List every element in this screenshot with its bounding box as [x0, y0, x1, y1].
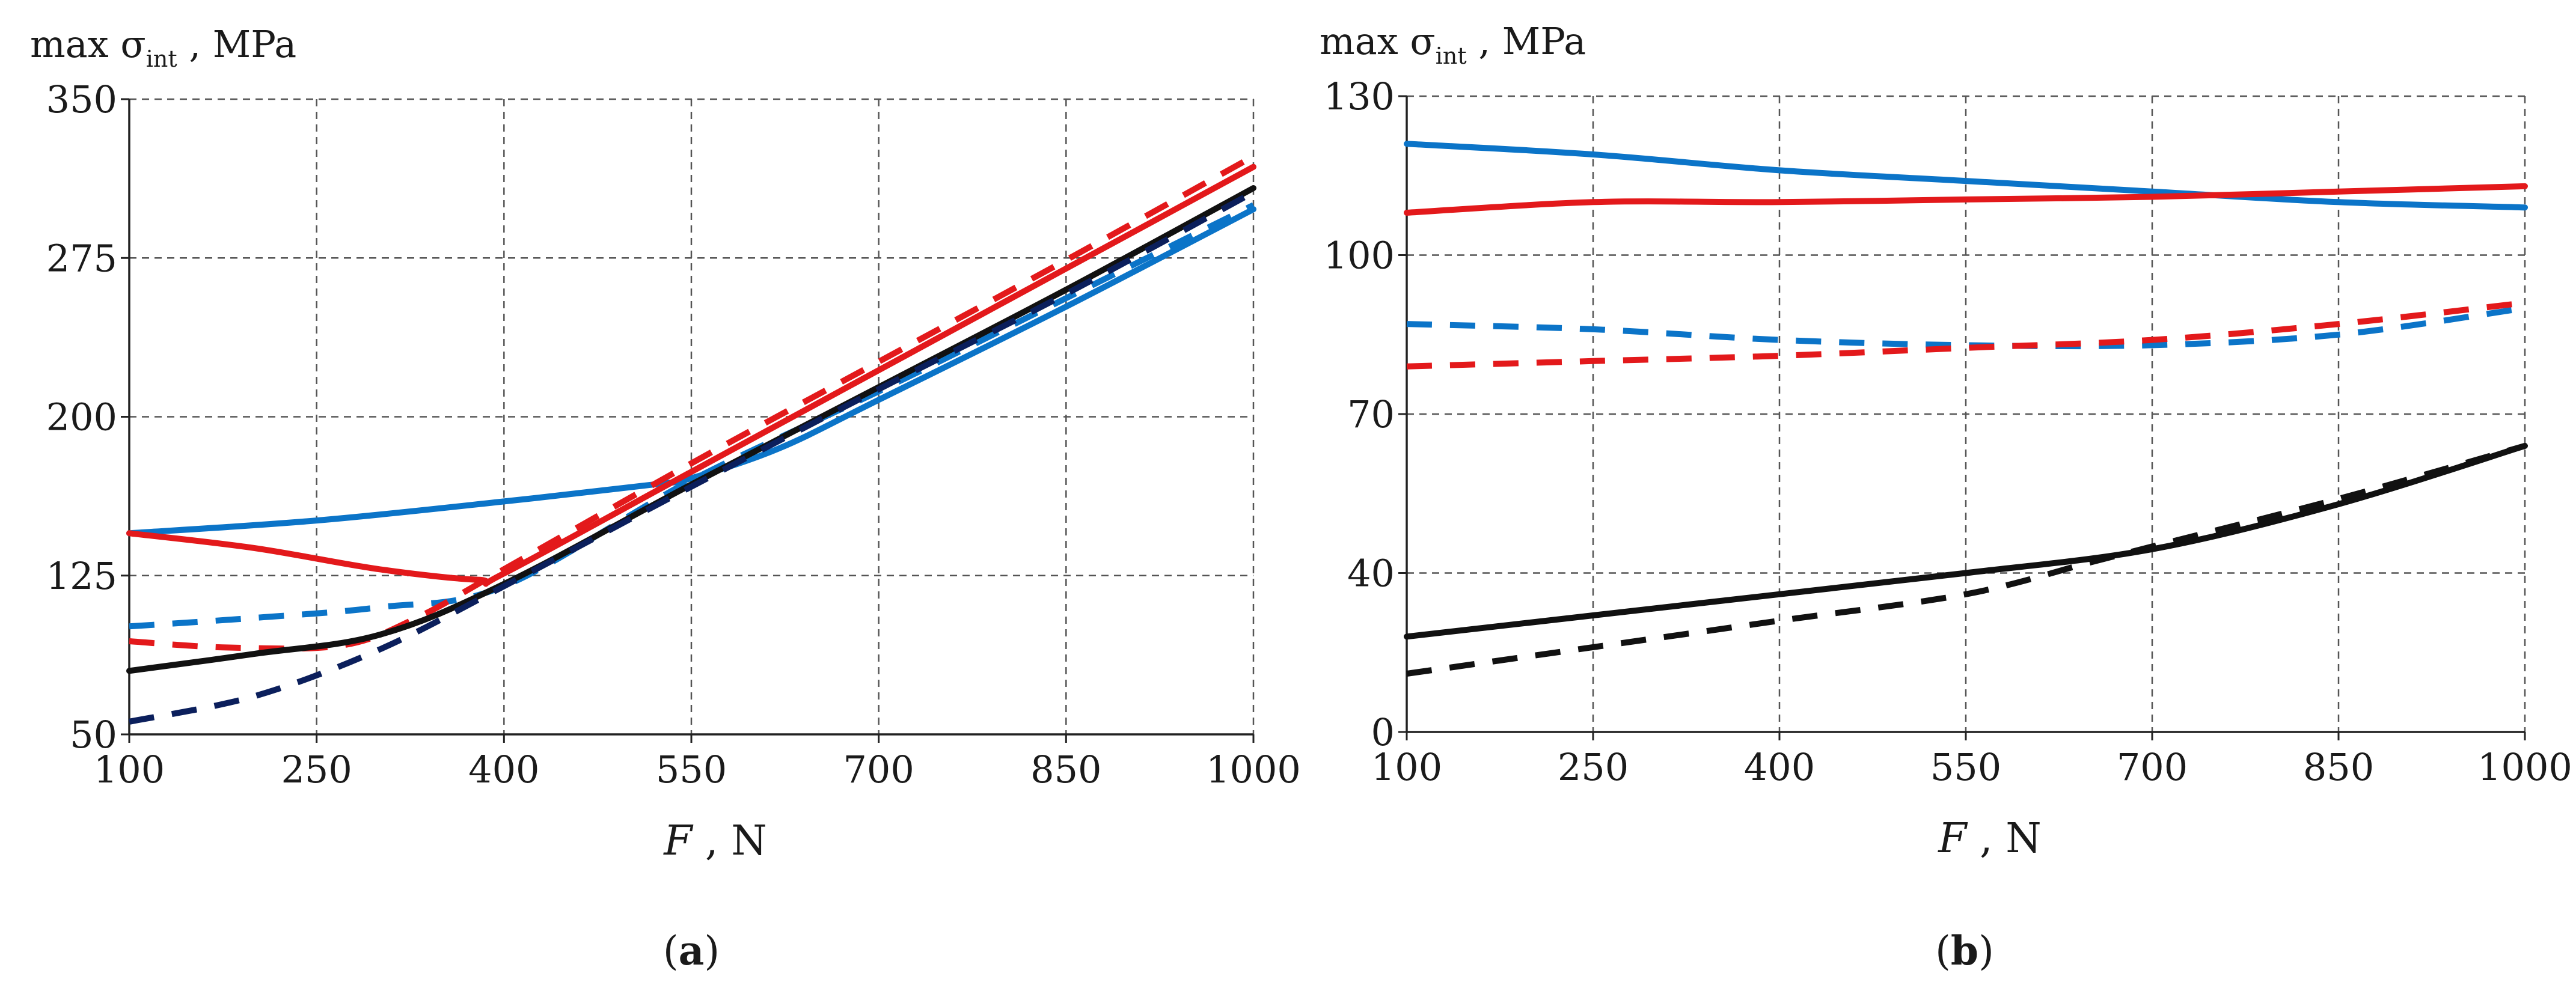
y-title-suffix: , MPa — [177, 22, 297, 66]
y-title-subscript: int — [1436, 43, 1467, 69]
series-line-blue-dashed — [1406, 305, 2526, 350]
y-tick-label: 275 — [46, 236, 117, 280]
y-tick-label: 100 — [1324, 234, 1395, 278]
x-title-variable: F — [1937, 815, 1968, 862]
y-axis-title: max σint , MPa — [30, 22, 296, 72]
caption-paren: ) — [1978, 928, 1994, 974]
x-tick-label: 400 — [1744, 745, 1815, 789]
caption-letter: a — [679, 927, 705, 974]
series-line-red-solid — [126, 163, 1256, 587]
caption-paren: ) — [704, 928, 720, 974]
series-line-black-solid — [1404, 442, 2528, 640]
x-tick-label: 250 — [281, 748, 352, 791]
y-tick-label: 70 — [1347, 392, 1395, 436]
y-origin-label: 0 — [1371, 710, 1395, 754]
x-axis-title: F , N — [662, 817, 767, 865]
x-tick-label: 1000 — [1206, 748, 1301, 791]
y-tick-label: 350 — [46, 78, 117, 121]
x-title-unit: , N — [1966, 815, 2041, 862]
chart-panel-b: 100 250 400 550 700 850 1000 40 70 100 130 0 max σin… — [1320, 19, 2572, 974]
x-tick-label: 100 — [1371, 745, 1442, 789]
y-title-subscript: int — [146, 46, 177, 72]
caption-letter: b — [1951, 927, 1978, 974]
y-title-prefix: max σ — [1320, 19, 1436, 63]
x-tick-label: 850 — [1030, 748, 1101, 791]
y-title-suffix: , MPa — [1467, 19, 1586, 63]
panel-caption: (b) — [1935, 927, 1994, 974]
x-tick-label: 400 — [468, 748, 539, 791]
series-line-red-dashed — [129, 153, 1255, 652]
y-title-prefix: max σ — [30, 22, 146, 66]
y-axis-title: max σint , MPa — [1320, 19, 1586, 69]
series-line-black-dashed — [1406, 443, 2526, 677]
x-tick-label: 250 — [1558, 745, 1629, 789]
y-tick-label: 50 — [70, 713, 117, 757]
x-title-unit: , N — [692, 817, 766, 865]
x-tick-label: 550 — [656, 748, 727, 791]
x-tick-label: 700 — [843, 748, 914, 791]
y-tick-label: 200 — [46, 395, 117, 439]
panel-caption: (a) — [663, 927, 720, 974]
x-tick-label: 700 — [2117, 745, 2188, 789]
chart-panel-a: 100 250 400 550 700 850 1000 50 125 200 275 350 max … — [30, 22, 1301, 974]
series-line-red-dashed — [1406, 299, 2526, 370]
series-line-blue-dashed — [129, 202, 1255, 630]
series-line-red-solid — [1404, 183, 2528, 216]
caption-paren: ( — [663, 928, 679, 974]
y-tick-label: 40 — [1347, 552, 1395, 596]
series-line-blue-solid — [1404, 141, 2528, 211]
x-tick-label: 100 — [94, 748, 165, 791]
x-tick-label: 550 — [1930, 745, 2001, 789]
x-axis-title: F , N — [1937, 815, 2042, 862]
y-tick-label: 125 — [46, 554, 117, 598]
x-tick-label: 1000 — [2477, 745, 2572, 789]
x-tick-label: 850 — [2303, 745, 2374, 789]
y-tick-label: 130 — [1324, 75, 1395, 118]
x-title-variable: F — [662, 817, 694, 865]
caption-paren: ( — [1935, 928, 1951, 974]
series-line-blue-solid — [126, 206, 1256, 537]
series-line-navy-dashed — [128, 189, 1255, 725]
